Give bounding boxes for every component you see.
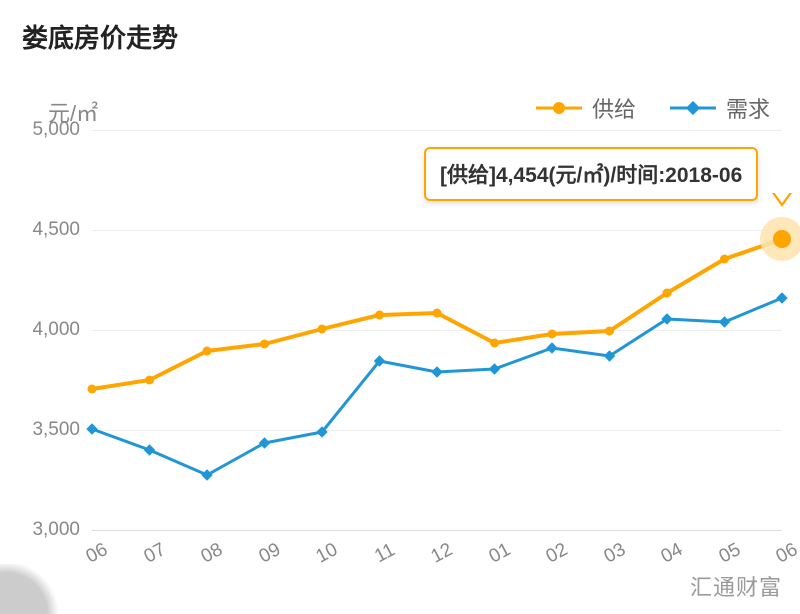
series-marker-supply[interactable] bbox=[605, 327, 614, 336]
series-line-demand bbox=[92, 298, 782, 475]
series-marker-demand[interactable] bbox=[431, 366, 442, 377]
series-marker-demand[interactable] bbox=[259, 437, 270, 448]
series-marker-supply[interactable] bbox=[548, 330, 557, 339]
legend-swatch-demand bbox=[670, 101, 716, 115]
legend-item-supply[interactable]: 供给 bbox=[536, 92, 636, 124]
chart-legend: 供给 需求 bbox=[536, 92, 770, 124]
series-marker-supply[interactable] bbox=[318, 325, 327, 334]
page-root: 娄底房价走势 元/㎡ 供给 需求 3,0003,5004,0004,5005,0… bbox=[0, 0, 800, 614]
series-marker-demand[interactable] bbox=[144, 444, 155, 455]
series-marker-supply[interactable] bbox=[720, 255, 729, 264]
series-marker-supply[interactable] bbox=[433, 309, 442, 318]
series-marker-demand[interactable] bbox=[201, 469, 212, 480]
series-marker-supply[interactable] bbox=[490, 339, 499, 348]
corner-shadow-decoration bbox=[0, 564, 62, 614]
series-marker-supply[interactable] bbox=[88, 385, 97, 394]
legend-label-supply: 供给 bbox=[592, 92, 636, 124]
series-marker-supply[interactable] bbox=[203, 347, 212, 356]
legend-swatch-supply bbox=[536, 101, 582, 115]
series-marker-demand[interactable] bbox=[489, 363, 500, 374]
legend-label-demand: 需求 bbox=[726, 92, 770, 124]
series-marker-supply[interactable] bbox=[375, 311, 384, 320]
series-marker-demand[interactable] bbox=[546, 342, 557, 353]
legend-item-demand[interactable]: 需求 bbox=[670, 92, 770, 124]
series-marker-demand[interactable] bbox=[776, 292, 787, 303]
chart-area[interactable]: 3,0003,5004,0004,5005,000060708091011120… bbox=[0, 130, 800, 570]
series-marker-demand[interactable] bbox=[86, 423, 97, 434]
series-marker-supply[interactable] bbox=[260, 340, 269, 349]
chart-title: 娄底房价走势 bbox=[22, 18, 178, 55]
series-marker-demand[interactable] bbox=[719, 316, 730, 327]
series-marker-supply[interactable] bbox=[145, 376, 154, 385]
series-marker-supply[interactable] bbox=[663, 289, 672, 298]
tooltip: [供给]4,454(元/㎡)/时间:2018-06 bbox=[424, 147, 758, 201]
watermark-text: 汇通财富 bbox=[690, 570, 782, 602]
tooltip-arrow-icon bbox=[772, 193, 792, 207]
